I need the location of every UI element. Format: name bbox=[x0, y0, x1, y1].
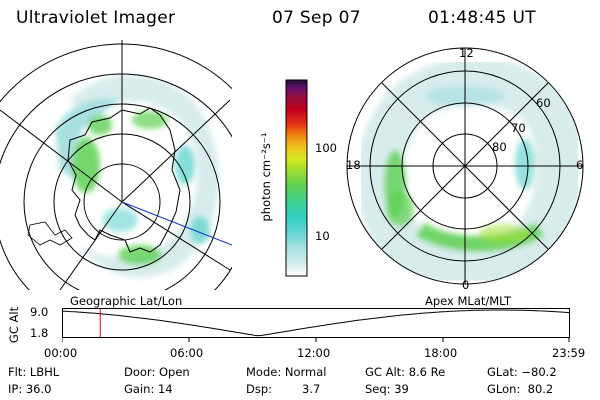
colorbar-tick-10: 10 bbox=[315, 229, 330, 243]
time-label: 01:48:45 UT bbox=[428, 8, 536, 28]
altitude-y-label: GC Alt bbox=[7, 306, 21, 344]
altitude-y-min: 1.8 bbox=[30, 326, 49, 340]
date-label: 07 Sep 07 bbox=[272, 8, 361, 28]
auroral-oval bbox=[356, 57, 583, 284]
x-tick-1800: 18:00 bbox=[424, 346, 458, 360]
peninsula-coastline bbox=[27, 221, 73, 246]
colorbar bbox=[285, 79, 308, 277]
x-tick-1200: 12:00 bbox=[297, 346, 331, 360]
mlat-grid bbox=[346, 47, 584, 285]
x-tick-2359: 23:59 bbox=[552, 346, 586, 360]
colorbar-tick-100: 100 bbox=[315, 141, 337, 155]
gain-info: Gain: 14 bbox=[124, 382, 173, 396]
x-tick-0600: 06:00 bbox=[170, 346, 204, 360]
seq-info: Seq: 39 bbox=[365, 382, 409, 396]
dsp-label: Dsp: bbox=[246, 382, 273, 396]
mlt-label-18: 18 bbox=[346, 158, 361, 172]
instrument-title: Ultraviolet Imager bbox=[16, 8, 176, 28]
ip-info: IP: 36.0 bbox=[8, 382, 52, 396]
mode-info: Mode: Normal bbox=[246, 365, 327, 379]
altitude-plot bbox=[62, 308, 570, 342]
filter-info: Flt: LBHL bbox=[8, 365, 60, 379]
mlt-label-12: 12 bbox=[459, 46, 474, 60]
antarctica-coastline bbox=[67, 107, 181, 253]
colorbar-unit-label: photon cm⁻²s⁻¹ bbox=[259, 132, 273, 222]
altitude-y-max: 9.0 bbox=[30, 305, 49, 319]
mlt-label-6: 6 bbox=[576, 158, 584, 172]
geo-emission-field bbox=[55, 74, 219, 278]
glon-info: GLon: 80.2 bbox=[487, 382, 554, 396]
gc-alt-info: GC Alt: 8.6 Re bbox=[365, 365, 446, 379]
mlt-label-0: 0 bbox=[462, 278, 470, 292]
geographic-caption: Geographic Lat/Lon bbox=[70, 294, 183, 308]
meridian-line bbox=[121, 201, 232, 246]
geo-graticule bbox=[0, 40, 232, 290]
mlat-label-60: 60 bbox=[536, 96, 551, 110]
geographic-image-panel bbox=[0, 40, 232, 290]
magnetic-image-panel bbox=[346, 47, 584, 285]
apex-caption: Apex MLat/MLT bbox=[425, 294, 512, 308]
x-tick-0000: 00:00 bbox=[44, 346, 78, 360]
glat-info: GLat: −80.2 bbox=[487, 365, 557, 379]
dsp-value: 3.7 bbox=[302, 382, 321, 396]
mlat-label-80: 80 bbox=[492, 140, 507, 154]
altitude-curve bbox=[62, 309, 570, 337]
mlat-label-70: 70 bbox=[511, 121, 526, 135]
door-info: Door: Open bbox=[124, 365, 190, 379]
